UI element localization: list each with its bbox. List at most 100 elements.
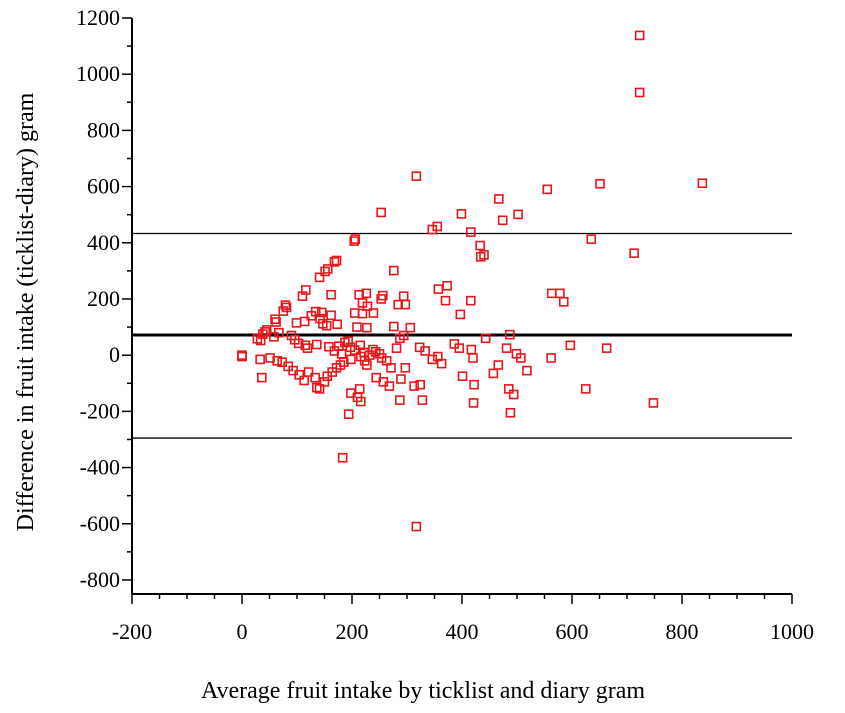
data-point: [320, 266, 330, 277]
data-point: [516, 353, 526, 363]
data-point: [306, 311, 317, 321]
data-point: [436, 358, 447, 369]
y-tick-label: 1200: [76, 5, 120, 30]
data-point: [272, 355, 283, 366]
y-tick-label: 1000: [76, 61, 120, 86]
data-point: [326, 289, 336, 300]
x-axis: -200 0 200 400 600 800 1000: [112, 593, 814, 644]
data-point: [398, 330, 409, 341]
data-point: [442, 280, 452, 291]
data-point: [465, 295, 476, 306]
data-point: [480, 333, 491, 344]
data-point: [256, 372, 267, 383]
data-point: [396, 374, 406, 384]
y-tick-label: 600: [87, 174, 120, 199]
data-point: [546, 288, 557, 299]
data-point: [522, 365, 532, 376]
data-point: [343, 409, 354, 419]
data-point: [337, 452, 348, 463]
data-point: [501, 343, 512, 353]
data-point: [405, 322, 416, 333]
y-tick-label: 0: [109, 342, 120, 367]
reference-lines: [132, 232, 792, 439]
data-point: [315, 313, 325, 324]
data-point: [400, 299, 411, 310]
data-point: [346, 354, 356, 365]
data-point: [321, 320, 332, 331]
data-point: [319, 377, 330, 387]
data-point: [361, 288, 372, 299]
data-point: [454, 343, 465, 353]
data-point: [280, 300, 291, 310]
data-point: [465, 227, 476, 237]
data-point: [391, 343, 402, 353]
data-point: [357, 308, 368, 319]
data-point: [314, 272, 325, 283]
data-point: [362, 360, 372, 370]
data-point: [297, 291, 308, 301]
data-point: [457, 371, 468, 382]
data-point: [322, 264, 333, 274]
data-point: [648, 398, 659, 408]
data-point: [326, 310, 336, 321]
x-tick-label: 800: [666, 619, 699, 644]
data-point: [376, 353, 387, 363]
data-point: [468, 353, 478, 363]
data-point: [331, 255, 342, 266]
y-axis: -800 -600 -400 -200 0 200 400 600 800 1000 1200: [76, 5, 133, 594]
data-point: [299, 375, 309, 386]
data-point: [634, 87, 645, 98]
x-tick-label: 1000: [770, 619, 814, 644]
data-point: [388, 321, 399, 332]
data-point: [417, 395, 428, 405]
data-point: [338, 357, 349, 367]
data-point: [400, 363, 411, 373]
data-point: [493, 360, 504, 370]
data-point: [475, 252, 486, 262]
x-tick-label: 200: [336, 619, 369, 644]
data-point: [398, 291, 409, 301]
data-point: [629, 248, 639, 258]
data-point: [270, 314, 280, 325]
data-point: [310, 372, 320, 383]
data-point: [475, 240, 485, 251]
data-point: [362, 301, 373, 312]
data-point: [440, 295, 451, 306]
y-tick-label: -400: [80, 455, 120, 480]
data-point: [384, 381, 395, 391]
data-point: [697, 178, 708, 189]
data-point: [271, 317, 281, 327]
data-point: [368, 308, 379, 318]
data-point: [634, 30, 645, 41]
data-point: [332, 319, 342, 330]
data-point: [265, 353, 275, 363]
data-point: [329, 257, 340, 267]
data-points: [237, 30, 708, 532]
data-point: [595, 178, 605, 189]
data-point: [354, 384, 365, 394]
data-point: [343, 336, 353, 346]
x-tick-label: 400: [446, 619, 479, 644]
data-point: [393, 299, 404, 310]
y-tick-label: 400: [87, 230, 120, 255]
data-point: [432, 221, 443, 232]
data-point: [427, 354, 438, 365]
data-point: [411, 521, 422, 532]
data-point: [302, 343, 313, 353]
data-point: [420, 346, 430, 356]
data-point: [388, 265, 399, 276]
data-point: [376, 294, 386, 304]
data-point: [299, 316, 310, 327]
data-point: [291, 318, 302, 328]
data-point: [255, 354, 265, 365]
data-point: [558, 296, 569, 307]
data-point: [311, 339, 322, 350]
data-point: [362, 322, 372, 333]
data-point: [386, 363, 396, 373]
y-tick-label: -800: [80, 567, 120, 592]
data-point: [503, 384, 514, 394]
y-tick-label: -600: [80, 511, 120, 536]
data-point: [542, 184, 553, 195]
data-point: [497, 215, 508, 226]
data-point: [586, 234, 597, 244]
